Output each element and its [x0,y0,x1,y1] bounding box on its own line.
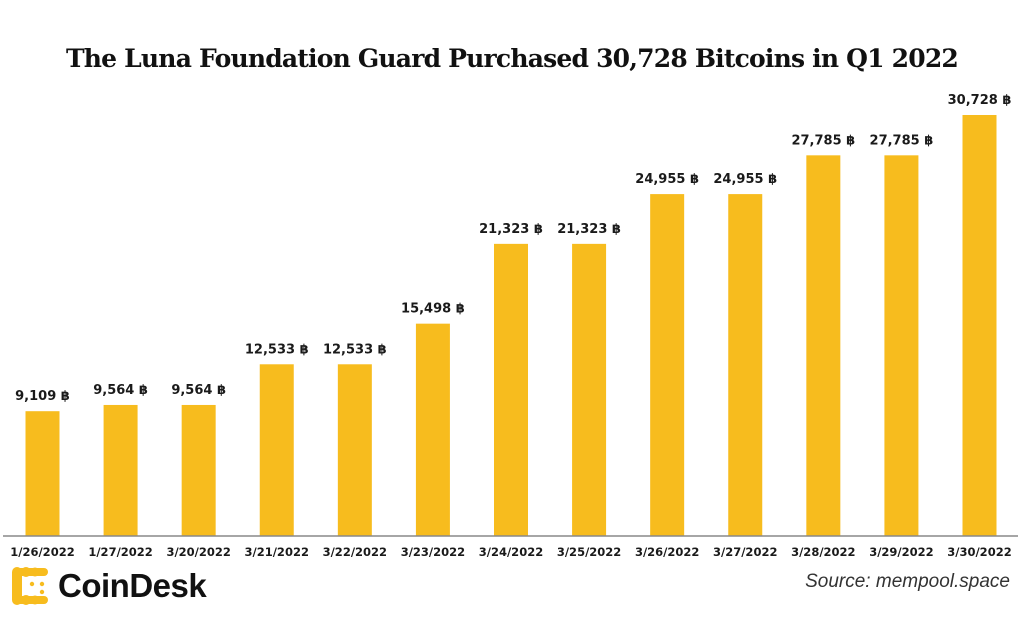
source-note: Source: mempool.space [805,571,1010,592]
x-tick-label: 3/26/2022 [635,545,699,559]
bar-3/24/2022 [494,243,528,537]
value-label: 21,323 ฿ [557,222,621,237]
coindesk-logo: CoinDesk [10,566,207,606]
value-label: 30,728 ฿ [948,93,1012,108]
x-tick-label: 3/22/2022 [323,545,387,559]
x-tick-labels-group: 1/26/2022 1/27/2022 3/20/2022 3/21/2022 3/22… [10,545,1011,559]
x-tick-label: 3/27/2022 [713,545,777,559]
x-tick-label: 1/26/2022 [10,545,74,559]
x-tick-label: 3/28/2022 [791,545,855,559]
coindesk-logo-icon [12,567,48,605]
bar-3/29/2022 [884,155,919,536]
value-label: 12,533 ฿ [323,342,387,357]
bar-3/21/2022 [259,364,294,536]
bar-3/30/2022 [962,115,997,536]
value-label: 27,785 ฿ [791,133,855,148]
bar-3/20/2022 [181,404,216,536]
bar-3/22/2022 [337,364,372,536]
x-tick-label: 3/30/2022 [947,545,1011,559]
bar-3/28/2022 [806,155,841,536]
value-label: 27,785 ฿ [870,133,934,148]
bar-3/23/2022 [415,323,450,536]
chart-title: The Luna Foundation Guard Purchased 30,7… [65,44,959,73]
value-label: 21,323 ฿ [479,222,543,237]
value-label: 9,109 ฿ [15,389,70,404]
value-label: 9,564 ฿ [93,383,148,398]
x-tick-label: 1/27/2022 [88,545,152,559]
value-label: 15,498 ฿ [401,302,465,317]
x-tick-label: 3/29/2022 [869,545,933,559]
value-label: 24,955 ฿ [713,172,777,187]
bar-3/26/2022 [650,194,685,536]
x-tick-label: 3/20/2022 [166,545,230,559]
x-tick-label: 3/25/2022 [557,545,621,559]
x-tick-label: 3/24/2022 [479,545,543,559]
x-tick-label: 3/23/2022 [401,545,465,559]
coindesk-logo-text: CoinDesk [58,567,207,604]
bars-group [25,115,997,537]
bar-3/25/2022 [572,243,607,537]
bar-1/27/2022 [103,404,138,536]
value-label: 9,564 ฿ [171,383,226,398]
value-label: 24,955 ฿ [635,172,699,187]
value-label: 12,533 ฿ [245,342,309,357]
bar-3/27/2022 [728,194,763,536]
value-labels-group: 9,109 ฿ 9,564 ฿ 9,564 ฿ 12,533 ฿ 12,533 ฿ 15,… [15,93,1011,404]
x-tick-label: 3/21/2022 [245,545,309,559]
bar-1/26/2022 [25,411,60,536]
